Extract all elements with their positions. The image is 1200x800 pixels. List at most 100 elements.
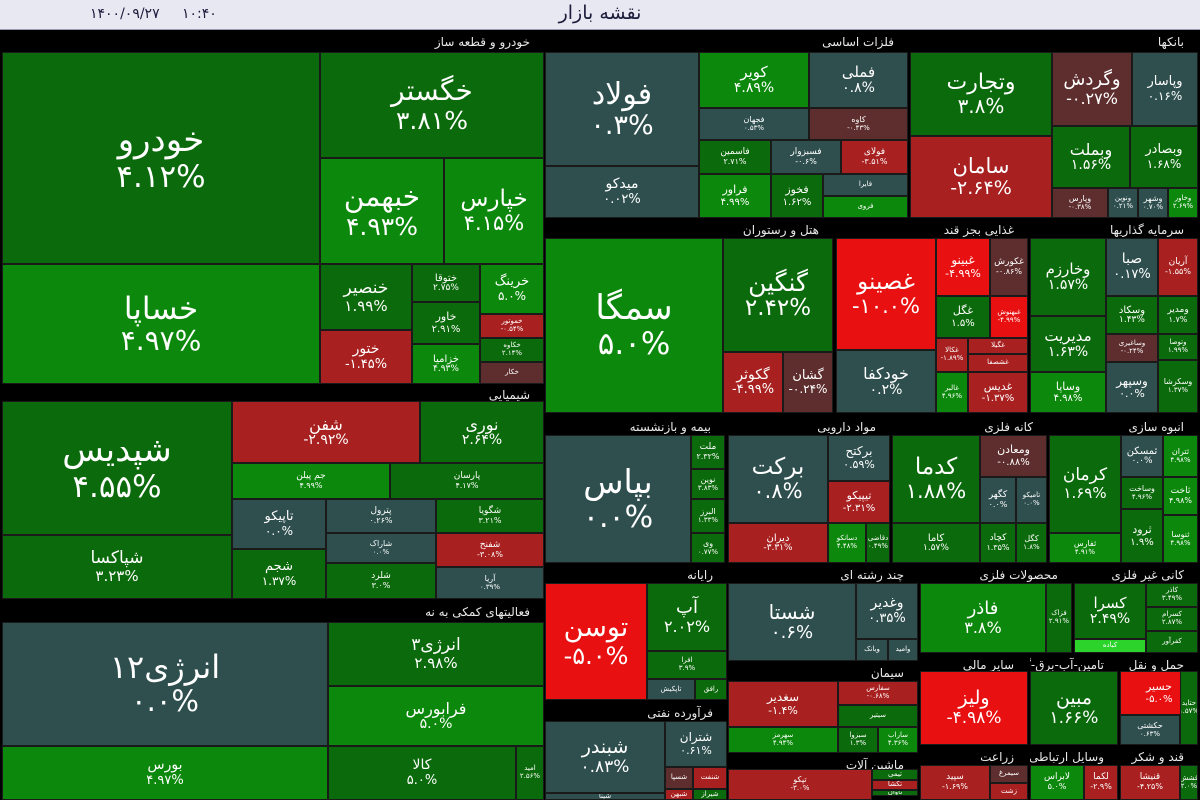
stock-tile-khansir[interactable]: خنصیر ۱.۹۹%: [320, 264, 412, 330]
stock-tile-vpank[interactable]: وبانک: [856, 639, 888, 661]
stock-tile-alborz[interactable]: البرز ۱.۳۳%: [691, 499, 725, 533]
stock-tile-shnaft[interactable]: شنفت: [693, 767, 727, 789]
stock-tile-ghshahr[interactable]: قشش ۲.۰%: [1180, 765, 1198, 800]
stock-tile-vskharazm[interactable]: وسکرشا ۱.۳۷%: [1158, 360, 1198, 413]
stock-tile-amid[interactable]: امید ۲.۵۶%: [516, 746, 544, 800]
stock-tile-tnimi[interactable]: تیمی: [872, 769, 918, 780]
stock-tile-kgol[interactable]: کگل ۱.۸%: [1016, 523, 1047, 563]
stock-tile-energy12[interactable]: انرژی۱۲ ۰.۰%: [2, 622, 328, 746]
stock-tile-labras[interactable]: لابراس ۵.۰%: [1030, 765, 1084, 800]
stock-tile-ghkala[interactable]: غکالا -۱.۸۹%: [936, 338, 968, 372]
stock-tile-ghbehnoosh[interactable]: غبهنوش -۴.۹۹%: [990, 296, 1028, 338]
stock-tile-vtoosa[interactable]: وتوصا ۱.۹۹%: [1158, 334, 1198, 360]
stock-tile-sakhtr[interactable]: وساخت ۴.۹۶%: [1121, 477, 1163, 509]
stock-tile-kchad[interactable]: کچاد ۱.۳۵%: [980, 523, 1016, 563]
stock-tile-kama[interactable]: کاما ۱.۵۷%: [892, 523, 980, 563]
stock-tile-khegostar[interactable]: خگستر ۳.۸۱%: [320, 52, 544, 158]
stock-tile-kakhar[interactable]: کاذر ۳.۴۹%: [1146, 583, 1198, 607]
stock-tile-sarab[interactable]: ساراب ۴.۳۶%: [878, 727, 918, 753]
stock-tile-kover[interactable]: کویر ۴.۸۹%: [699, 52, 809, 108]
stock-tile-kala[interactable]: کالا ۵.۰%: [328, 746, 516, 800]
stock-tile-khbahman[interactable]: خبهمن ۴.۹۳%: [320, 158, 444, 264]
stock-tile-fsazvar[interactable]: فسبزوار -۰.۶%: [771, 140, 841, 174]
stock-tile-ghsino[interactable]: غصینو -۱۰.۰%: [836, 238, 936, 350]
stock-tile-tepko[interactable]: تپکو -۳.۰%: [728, 769, 872, 800]
stock-tile-barkat[interactable]: برکت ۰.۸%: [728, 435, 828, 523]
stock-tile-khtoog[interactable]: ختوقا ۲.۷۵%: [412, 264, 480, 302]
stock-tile-vkharazm[interactable]: وخارزم ۱.۵۷%: [1030, 238, 1106, 316]
stock-tile-fasmin[interactable]: فاسمین ۲.۷۱%: [699, 140, 771, 174]
stock-tile-noori[interactable]: نوری ۲.۶۴%: [420, 401, 544, 463]
stock-tile-tamiko[interactable]: تامیکو ۰.۰%: [1016, 477, 1047, 523]
stock-tile-shasta[interactable]: شستا ۰.۶%: [728, 583, 856, 661]
stock-tile-fkhooz[interactable]: فخوز ۱.۶۲%: [771, 174, 823, 218]
stock-tile-fameli[interactable]: فملی ۰.۸%: [809, 52, 908, 108]
stock-tile-shlord[interactable]: شلرد ۳.۰%: [326, 563, 436, 599]
stock-tile-kadma[interactable]: کدما ۱.۸۸%: [892, 435, 980, 523]
stock-tile-ap[interactable]: آپ ۲.۰۲%: [647, 583, 727, 651]
stock-tile-tvaran[interactable]: تاوان: [872, 790, 918, 796]
stock-tile-sfars[interactable]: سفارس -۰.۶۸%: [838, 681, 918, 705]
stock-tile-vkhavar[interactable]: وخاور ۲.۶۹%: [1168, 188, 1198, 218]
stock-tile-vsaghiri[interactable]: وساغیری -۰.۲۴%: [1106, 334, 1158, 362]
stock-tile-toosa[interactable]: ثنوسا ۴.۹۸%: [1163, 515, 1198, 563]
stock-tile-diran[interactable]: دیران -۳.۳۱%: [728, 523, 828, 563]
stock-tile-tkala[interactable]: تکشا: [872, 780, 918, 790]
stock-tile-khkaveh[interactable]: خکاوه ۲.۱۴%: [480, 338, 544, 362]
stock-tile-tmaskan[interactable]: ثمسکن ۰.۰%: [1121, 435, 1163, 477]
stock-tile-valiz[interactable]: ولیز -۴.۹۸%: [920, 671, 1028, 745]
stock-tile-vghadir[interactable]: وغدیر ۰.۳۵%: [856, 583, 918, 639]
stock-tile-rafiq[interactable]: رافق: [695, 679, 727, 700]
stock-tile-ghshahd[interactable]: غشصفا: [968, 354, 1028, 372]
stock-tile-lkama[interactable]: لکما -۲.۹%: [1084, 765, 1118, 800]
stock-tile-ghgeza[interactable]: غگیلا: [968, 338, 1028, 354]
stock-tile-fzahrik[interactable]: فزاک ۲.۹۱%: [1046, 583, 1072, 653]
stock-tile-vsapa[interactable]: وساپا ۴.۹۸%: [1030, 372, 1106, 413]
stock-tile-fazar[interactable]: فاذر ۳.۸%: [920, 583, 1046, 653]
stock-tile-khkar[interactable]: خکار: [480, 362, 544, 384]
stock-tile-barektt[interactable]: برکتح ۰.۵۹%: [828, 435, 890, 481]
stock-tile-vpars[interactable]: وپارس -۰.۳۸%: [1052, 188, 1108, 218]
stock-tile-sbaqa[interactable]: سبزوا ۱.۳%: [838, 727, 878, 753]
stock-tile-shbandar[interactable]: شبندر ۰.۸۳%: [545, 721, 665, 793]
stock-tile-sbid[interactable]: سپید -۱.۶۹%: [920, 765, 990, 800]
stock-tile-vmadir[interactable]: ومدیر ۱.۷%: [1158, 296, 1198, 334]
stock-tile-vsakhtr[interactable]: وسکاد ۱.۴۳%: [1106, 296, 1158, 334]
stock-tile-khtor[interactable]: ختور -۱.۴۵%: [320, 330, 412, 384]
stock-tile-khodro[interactable]: خودرو ۴.۱۲%: [2, 52, 320, 264]
stock-tile-mabin[interactable]: مبین ۱.۶۶%: [1030, 671, 1118, 745]
stock-tile-saman[interactable]: سامان -۲.۶۴%: [910, 136, 1052, 218]
stock-tile-jampilen[interactable]: جم پیلن ۴.۹۹%: [232, 463, 390, 499]
stock-tile-vshahr[interactable]: وشهر ۰.۷۰%: [1138, 188, 1168, 218]
stock-tile-hkeshti[interactable]: حکشتی ۰.۶۳%: [1120, 715, 1180, 745]
stock-tile-vbmellat[interactable]: وبملت ۱.۵۶%: [1052, 126, 1130, 188]
stock-tile-shpaksa[interactable]: شپاکسا ۳.۲۳%: [2, 535, 232, 599]
stock-tile-khrring[interactable]: خرینگ ۵.۰%: [480, 264, 544, 314]
stock-tile-haabad[interactable]: حتاید۱.۵۷%: [1180, 671, 1198, 745]
stock-tile-foolad[interactable]: فولاد ۰.۳%: [545, 52, 699, 166]
stock-tile-vmaaden[interactable]: ومعادن -۰.۸۸%: [980, 435, 1047, 477]
stock-tile-fravi[interactable]: فروی: [823, 196, 908, 218]
stock-tile-toosan[interactable]: توسن -۵.۰%: [545, 583, 647, 700]
stock-tile-aria[interactable]: آریا ۰.۳۹%: [436, 567, 544, 599]
stock-tile-faraboors[interactable]: فرابورس ۵.۰%: [328, 686, 544, 746]
stock-tile-fnara[interactable]: فایرا: [823, 174, 908, 196]
stock-tile-tapikish[interactable]: تاپکیش: [647, 679, 695, 700]
stock-tile-ghalbor[interactable]: غالبر ۴.۹۶%: [936, 372, 968, 413]
stock-tile-kgohar[interactable]: کگهر ۰.۰%: [980, 477, 1016, 523]
stock-tile-samga[interactable]: سمگا ۵.۰%: [545, 238, 723, 413]
stock-tile-shetran[interactable]: شتران ۰.۶۱%: [665, 721, 727, 767]
stock-tile-sitir[interactable]: سیتیر: [838, 705, 918, 727]
stock-tile-ghpino[interactable]: غبینو -۴.۹۹%: [936, 238, 990, 296]
stock-tile-vbsader[interactable]: وبصادر ۱.۶۸%: [1130, 126, 1198, 188]
stock-tile-vdi[interactable]: وی ۰.۷۷%: [691, 533, 725, 563]
stock-tile-khpars[interactable]: خپارس ۴.۱۵%: [444, 158, 544, 264]
stock-tile-sharan[interactable]: ثتران ۴.۹۸%: [1163, 435, 1198, 477]
stock-tile-kasra[interactable]: کسرا ۲.۴۹%: [1074, 583, 1146, 639]
stock-tile-shfanf[interactable]: شفنح -۳.۰۸%: [436, 533, 544, 567]
stock-tile-arian[interactable]: آریان -۱.۵۵%: [1158, 238, 1198, 296]
stock-tile-gshan[interactable]: گشان -۰.۲۴%: [783, 352, 833, 413]
stock-tile-shbahan[interactable]: شبهن: [665, 789, 693, 800]
stock-tile-kabeh[interactable]: کباده: [1074, 639, 1146, 653]
stock-tile-shsina[interactable]: شسپا: [665, 767, 693, 789]
